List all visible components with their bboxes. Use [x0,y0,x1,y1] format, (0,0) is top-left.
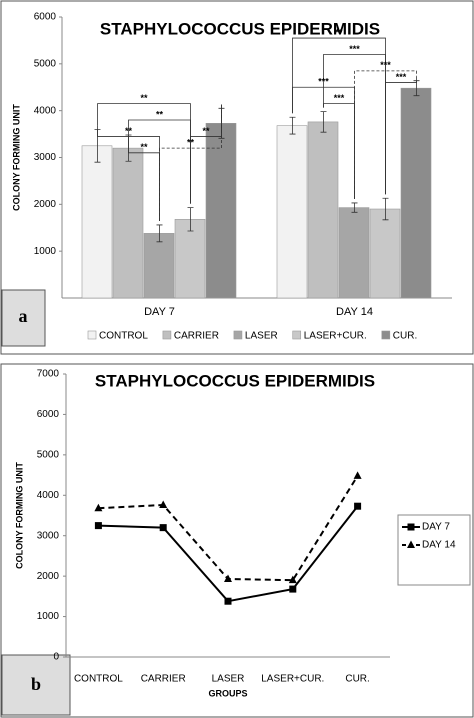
data-point [353,471,362,479]
legend-swatch [87,330,97,340]
x-tick-label: CUR. [345,674,369,685]
bar [400,87,432,299]
error-bar [187,207,194,232]
y-tick-label: 1000 [34,246,57,257]
y-tick-label: 0 [53,652,59,663]
bar [338,207,370,299]
x-axis-title: GROUPS [208,688,247,698]
x-tick-label: CONTROL [74,674,123,685]
panel-label: b [31,674,41,694]
significance-label: ** [140,142,148,152]
x-tick-label: CARRIER [141,674,186,685]
bar [81,145,113,299]
significance-label: *** [380,60,391,70]
significance-label: *** [349,44,360,54]
legend-marker [407,540,415,548]
y-tick-label: 3000 [37,530,60,541]
chart-title: STAPHYLOCOCCUS EPIDERMIDIS [100,19,380,38]
significance-label: ** [335,27,343,37]
data-point [354,502,362,510]
significance-label: ** [140,93,148,103]
significance-label: ** [202,126,210,136]
error-bar [382,197,389,221]
y-tick-label: 5000 [37,449,60,460]
bar [174,219,206,299]
legend-label: LASER [245,331,278,342]
data-point [159,500,168,508]
legend-swatch [233,330,243,340]
bar [307,121,339,299]
bar [369,208,401,299]
legend-label: DAY 14 [422,540,456,551]
legend-swatch [162,330,172,340]
series-line [98,475,359,582]
series-line [98,505,359,603]
y-axis-title: COLONY FORMING UNIT [11,104,21,211]
panel-b-frame [0,363,474,718]
error-bar [156,224,163,243]
legend-label: CUR. [393,331,417,342]
legend-label: CARRIER [174,331,219,342]
legend-marker [407,523,415,531]
x-tick-label: LASER [212,674,245,685]
legend-label: DAY 7 [422,522,450,533]
significance-bracket [323,103,355,199]
legend-swatch [381,330,391,340]
y-tick-label: 7000 [37,369,60,380]
y-tick-label: 1000 [37,611,60,622]
significance-label: *** [318,77,329,87]
y-tick-label: 2000 [37,571,60,582]
legend-swatch [292,330,302,340]
error-bar [289,116,296,135]
error-bar [351,202,358,213]
error-bar [320,111,327,133]
panel-label: a [19,306,28,326]
panel-a-frame [0,0,474,355]
bar [112,147,144,299]
y-tick-label: 3000 [34,152,57,163]
significance-bracket [354,70,417,199]
panel-a-box [1,289,46,347]
data-point [94,522,102,530]
legend-label: LASER+CUR. [304,331,367,342]
data-point [288,575,297,584]
x-tick-label: DAY 7 [144,306,175,318]
data-point [94,503,103,512]
x-tick-label: DAY 14 [336,306,373,318]
chart-title: STAPHYLOCOCCUS EPIDERMIDIS [95,371,375,390]
significance-label: ** [156,109,164,119]
y-tick-label: 4000 [34,105,57,116]
y-tick-label: 5000 [34,58,57,69]
data-point [224,574,232,582]
legend-label: CONTROL [99,331,148,342]
y-tick-label: 6000 [37,409,60,420]
bar [276,125,308,299]
data-point [224,597,232,605]
significance-bracket [128,131,160,221]
y-tick-label: 4000 [37,490,60,501]
significance-label: *** [334,93,345,103]
bar [143,233,175,299]
data-point [289,585,297,593]
data-point [159,524,167,532]
significance-label: ** [125,126,133,136]
y-axis-title: COLONY FORMING UNIT [14,462,24,569]
significance-label: *** [396,72,407,82]
y-tick-label: 2000 [34,199,57,210]
significance-label: ** [187,138,195,148]
bar [205,123,237,299]
panel-b-box [1,654,71,716]
y-tick-label: 6000 [34,12,57,23]
significance-bracket [385,76,417,195]
significance-bracket [159,104,222,221]
x-tick-label: LASER+CUR. [261,674,324,685]
